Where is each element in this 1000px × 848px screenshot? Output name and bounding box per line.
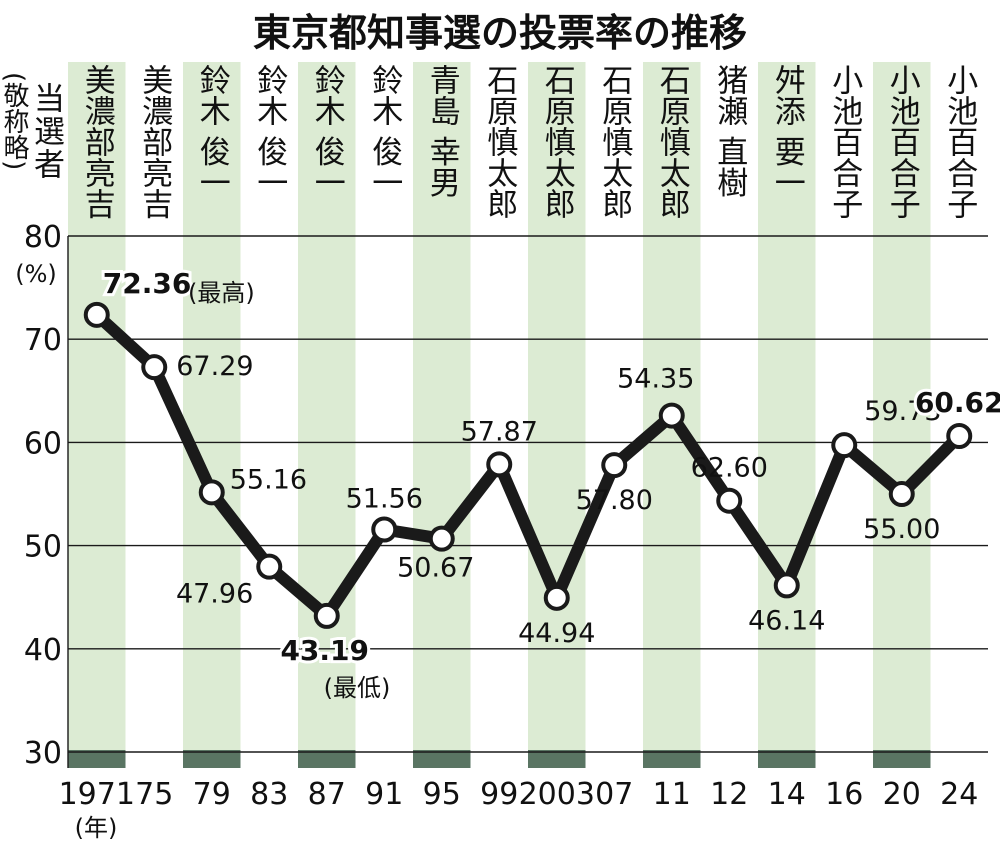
data-label: 46.14 <box>748 605 825 636</box>
data-label: 44.94 <box>518 618 595 649</box>
column-band-base <box>68 750 126 768</box>
x-tick-label: 12 <box>710 777 748 812</box>
x-tick-label: 95 <box>423 777 461 812</box>
winner-name: 石原慎太郎 <box>654 64 691 219</box>
data-label: 59.73 <box>864 396 941 427</box>
data-label: 60.62 <box>915 386 1000 419</box>
data-label: 72.36 <box>103 267 192 300</box>
column-band-base <box>298 750 356 768</box>
winner-name: 舛添 要一 <box>769 64 805 198</box>
x-axis-unit: (年) <box>75 814 118 842</box>
data-label: 54.35 <box>617 364 694 395</box>
y-tick-label: 30 <box>24 736 62 771</box>
data-label: 62.60 <box>691 453 768 484</box>
column-band-base <box>413 750 471 768</box>
data-point <box>428 525 455 552</box>
data-point <box>141 354 168 381</box>
data-label: 67.29 <box>176 351 253 382</box>
y-tick-label: 70 <box>24 323 62 358</box>
data-point <box>888 481 915 507</box>
data-label: 55.00 <box>863 514 940 545</box>
winner-name: 美濃部亮吉 <box>136 64 172 219</box>
data-point <box>83 301 110 328</box>
data-point <box>716 487 743 514</box>
data-point <box>543 584 570 611</box>
winner-name: 美濃部亮吉 <box>79 64 115 219</box>
column-band <box>758 62 816 752</box>
column-band <box>298 62 356 752</box>
column-band-base <box>643 750 701 768</box>
x-tick-label: 11 <box>653 777 691 812</box>
winner-name: 鈴木 俊一 <box>251 64 288 198</box>
winner-labels: 美濃部亮吉 美濃部亮吉 鈴木 俊一 鈴木 俊一 鈴木 俊一 鈴木 俊一 青島 幸男 石原慎太郎… <box>79 64 978 219</box>
winner-name: 石原慎太郎 <box>596 64 633 219</box>
data-point <box>658 402 685 429</box>
winner-name: 石原慎太郎 <box>539 64 576 219</box>
y-tick-label: 80 <box>24 220 62 255</box>
data-point <box>601 452 628 479</box>
y-tick-label: 50 <box>24 530 62 565</box>
data-label: 43.19 <box>280 634 369 667</box>
data-label: 57.80 <box>576 485 653 516</box>
x-tick-label: 87 <box>308 777 346 812</box>
winner-name: 鈴木 俊一 <box>366 64 403 198</box>
winners-note: (敬称略) <box>0 72 29 170</box>
data-labels: 72.36 67.29 55.16 47.96 43.19 51.56 50.67 57.87… <box>100 264 1000 670</box>
data-label: 50.67 <box>397 553 474 584</box>
y-tick-label: 40 <box>24 633 62 668</box>
min-note: (最低) <box>324 674 391 702</box>
x-tick-label: 91 <box>365 777 403 812</box>
winner-name: 鈴木 俊一 <box>309 64 346 198</box>
chart-title: 東京都知事選の投票率の推移 <box>253 11 747 55</box>
winners-label: 当選者 <box>28 82 65 181</box>
data-point <box>486 451 513 478</box>
winner-name: 青島 幸男 <box>424 64 460 198</box>
x-tick-label: 99 <box>480 777 518 812</box>
column-band-base <box>873 750 931 768</box>
turnout-line <box>90 308 966 622</box>
column-band <box>528 62 586 752</box>
data-point <box>773 572 800 599</box>
axes: 30 40 50 60 70 80 1971 75 79 83 87 91 95 99 2003 07 11 12… <box>24 220 979 812</box>
x-tick-label: 2003 <box>519 777 595 812</box>
column-band <box>183 62 241 752</box>
data-point <box>256 553 283 580</box>
column-band <box>413 62 471 752</box>
data-point <box>831 432 858 459</box>
x-tick-label: 24 <box>940 777 978 812</box>
winner-name: 小池百合子 <box>884 64 921 219</box>
y-axis-unit: (%) <box>15 260 57 288</box>
data-label: 57.87 <box>461 416 538 447</box>
x-tick-label: 14 <box>768 777 806 812</box>
winner-name: 小池百合子 <box>941 64 978 219</box>
turnout-series <box>83 301 973 629</box>
winner-name: 猪瀬 直樹 <box>711 64 748 198</box>
data-label: 55.16 <box>230 464 307 495</box>
max-note: (最高) <box>188 279 255 307</box>
winner-name: 小池百合子 <box>826 64 863 219</box>
x-tick-label: 20 <box>883 777 921 812</box>
winner-name: 石原慎太郎 <box>481 64 518 219</box>
data-label: 51.56 <box>346 484 423 515</box>
x-tick-label: 79 <box>193 777 231 812</box>
column-band-base <box>528 750 586 768</box>
y-tick-label: 60 <box>24 426 62 461</box>
data-point <box>946 423 973 450</box>
x-tick-label: 75 <box>135 777 173 812</box>
data-point <box>198 479 225 506</box>
data-point <box>313 602 340 629</box>
column-band <box>68 62 126 752</box>
winner-name: 鈴木 俊一 <box>194 64 231 198</box>
x-tick-label: 16 <box>825 777 863 812</box>
data-point <box>371 516 398 543</box>
column-band-base <box>183 750 241 768</box>
column-band <box>873 62 931 752</box>
column-band-base <box>758 750 816 768</box>
data-label: 47.96 <box>176 579 253 610</box>
column-bands <box>68 62 931 768</box>
x-tick-label: 83 <box>250 777 288 812</box>
x-tick-label: 07 <box>595 777 633 812</box>
x-tick-label: 1971 <box>59 777 135 812</box>
